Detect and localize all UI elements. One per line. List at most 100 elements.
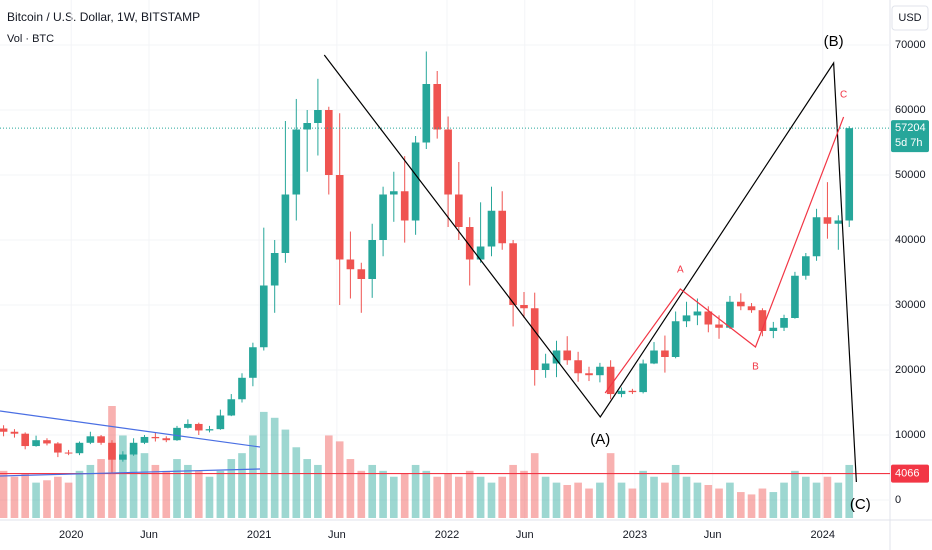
candle-body [140, 436, 149, 443]
candle-body [802, 256, 810, 276]
volume-bar [823, 476, 832, 518]
wave-label: A [677, 265, 684, 276]
volume-bar [487, 482, 496, 518]
volume-bar [476, 476, 485, 518]
candle-body [737, 301, 745, 307]
volume-bar [628, 488, 637, 518]
volume-bar [617, 482, 626, 518]
volume-bar [162, 470, 171, 518]
candle-body [715, 324, 723, 328]
candle-body [357, 269, 366, 279]
candle-body [303, 122, 312, 130]
volume-bar [292, 447, 301, 518]
candle-body [661, 350, 669, 357]
candle-body [292, 129, 301, 195]
volume-bar [585, 488, 593, 518]
chart-title: Bitcoin / U.S. Dollar, 1W, BITSTAMP [7, 10, 200, 24]
candle-body [10, 431, 19, 434]
candle-body [791, 275, 799, 318]
candle-body [780, 317, 788, 328]
last-price-label: 57204 [895, 122, 926, 134]
volume-bar [791, 470, 799, 518]
candle-body [227, 399, 236, 416]
volume-bar [769, 492, 778, 518]
candle-body [520, 304, 528, 309]
candle-body [433, 83, 442, 130]
volume-bar [704, 484, 713, 518]
x-tick-label: 2020 [59, 529, 83, 541]
y-tick-label: 30000 [895, 299, 926, 311]
volume-bar [563, 484, 572, 518]
volume-bar [682, 476, 691, 518]
volume-bar [43, 480, 51, 518]
candle-body [509, 243, 517, 305]
volume-bar [21, 473, 29, 518]
volume-bar [639, 470, 647, 518]
volume-bar [151, 464, 160, 518]
candle-body [682, 315, 691, 322]
candle-body [64, 452, 73, 454]
candle-body [75, 442, 84, 454]
candle-body [769, 327, 778, 331]
volume-bar [379, 470, 387, 518]
volume-bar [606, 453, 615, 518]
candle-body [108, 442, 116, 460]
volume-bar [444, 473, 452, 518]
volume-bar [693, 482, 702, 518]
candle-body [476, 246, 485, 260]
trend-line [0, 410, 261, 448]
y-tick-label: 40000 [895, 234, 926, 246]
volume-bar [227, 459, 236, 518]
candle-body [596, 366, 604, 376]
volume-bar [715, 488, 723, 518]
x-tick-label: 2022 [435, 529, 459, 541]
candle-body [411, 142, 420, 221]
candle-body [639, 363, 647, 393]
candle-body [628, 390, 637, 393]
level-label: 4066 [895, 467, 919, 479]
currency-button[interactable] [891, 5, 929, 31]
y-tick-label: 10000 [895, 429, 926, 441]
volume-bar [726, 482, 734, 518]
candle-body [758, 310, 767, 331]
volume-bar [75, 470, 84, 518]
level-box [891, 464, 929, 483]
x-tick-label: Jun [516, 529, 534, 541]
candle-body [43, 440, 51, 444]
volume-bar [411, 464, 420, 518]
candle-body [335, 174, 344, 260]
x-tick-label: Jun [140, 529, 158, 541]
candle-body [194, 423, 203, 431]
candle-body [400, 191, 409, 221]
candle-body [97, 436, 105, 443]
volume-bar [596, 482, 604, 518]
candle-body [747, 306, 756, 311]
volume-bar [574, 482, 582, 518]
candle-body [119, 454, 127, 460]
volume-bar [834, 482, 843, 518]
volume-bar [238, 453, 246, 518]
trend-line [604, 116, 845, 394]
volume-bar [119, 435, 127, 518]
trend-line [0, 468, 261, 477]
candle-body [812, 217, 821, 257]
trend-line [323, 54, 857, 483]
y-tick-label: 70000 [895, 39, 926, 51]
candle-body [86, 436, 95, 443]
candle-body [21, 433, 29, 447]
candle-body [129, 442, 138, 455]
volume-bar [780, 482, 788, 518]
candle-body [346, 259, 355, 270]
candle-body [465, 226, 474, 260]
x-tick-label: 2023 [623, 529, 647, 541]
candle-body [454, 194, 463, 227]
volume-bar [205, 476, 214, 518]
volume-bar [368, 464, 377, 518]
volume-bar [433, 476, 442, 518]
wave-label: B [752, 362, 759, 373]
candle-body [238, 377, 246, 400]
wave-label: (B) [824, 33, 844, 50]
candle-body [368, 239, 377, 279]
candle-body [389, 191, 398, 195]
